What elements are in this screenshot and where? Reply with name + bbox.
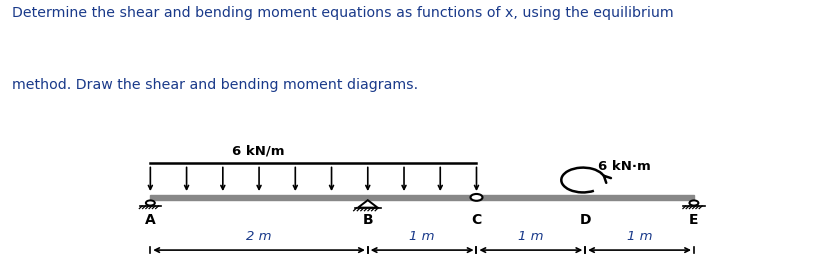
Text: A: A <box>145 213 155 227</box>
Text: Determine the shear and bending moment equations as functions of x, using the eq: Determine the shear and bending moment e… <box>12 6 674 19</box>
Text: 1 m: 1 m <box>627 230 653 243</box>
Bar <box>150 195 694 200</box>
Circle shape <box>690 200 699 205</box>
Text: 6 kN·m: 6 kN·m <box>598 160 650 173</box>
Polygon shape <box>358 200 377 208</box>
Text: 6 kN/m: 6 kN/m <box>232 144 284 157</box>
Text: 1 m: 1 m <box>518 230 543 243</box>
Text: 1 m: 1 m <box>409 230 435 243</box>
Text: C: C <box>471 213 482 227</box>
Circle shape <box>470 194 483 201</box>
Text: B: B <box>363 213 373 227</box>
Text: 2 m: 2 m <box>247 230 272 243</box>
Circle shape <box>145 200 155 205</box>
Text: method. Draw the shear and bending moment diagrams.: method. Draw the shear and bending momen… <box>12 78 418 92</box>
Text: D: D <box>580 213 591 227</box>
Text: E: E <box>689 213 699 227</box>
